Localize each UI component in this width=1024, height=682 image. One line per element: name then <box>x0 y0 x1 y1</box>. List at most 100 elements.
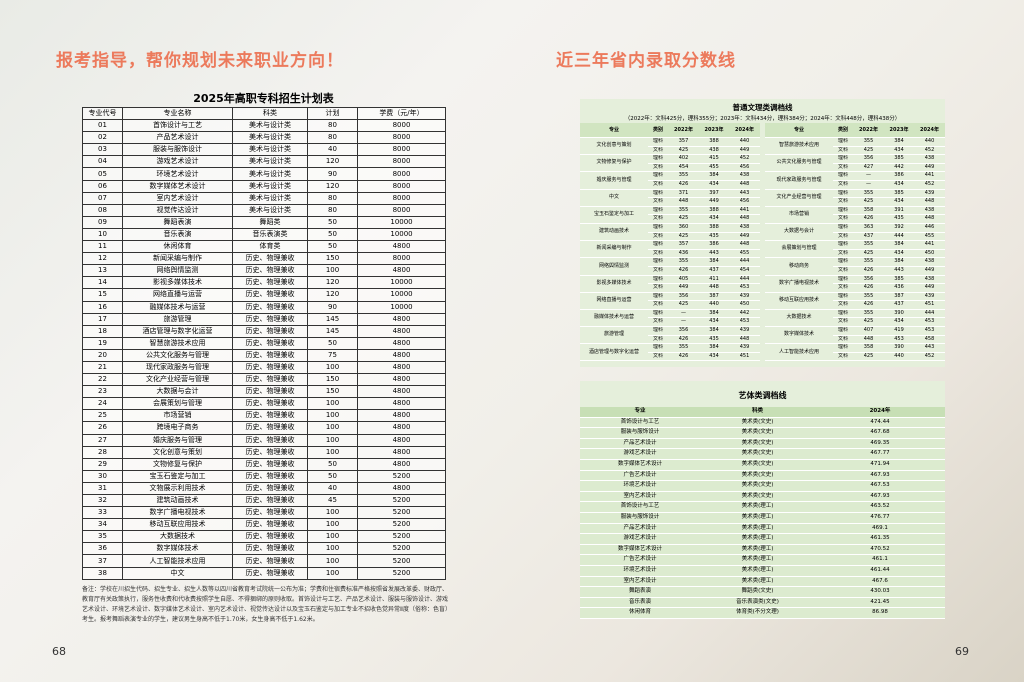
cell: 理科 <box>833 154 853 164</box>
cell: — <box>668 317 699 328</box>
table-row: 06 数字媒体艺术设计 美术与设计类 120 8000 <box>82 179 446 193</box>
cell: 历史、物理兼收 <box>232 481 308 496</box>
cell: — <box>668 309 699 319</box>
cell: 15 <box>82 288 123 302</box>
cell: 426 <box>853 300 884 310</box>
page-number: 68 <box>52 645 66 658</box>
cell: 美术类(理工) <box>700 523 815 535</box>
table-row: 29 文物修复与保护 历史、物理兼收 50 4800 <box>82 457 446 471</box>
cell: 385 <box>884 154 914 164</box>
cell: 舞蹈类(文史) <box>700 586 815 598</box>
table-row: 08 视觉传达设计 美术与设计类 80 8000 <box>82 203 446 217</box>
cell: 469.35 <box>815 438 945 450</box>
cell: 411 <box>699 275 729 285</box>
cell: 358 <box>853 343 884 353</box>
header-cell: 专业名称 <box>122 106 233 121</box>
cell: 公共文化服务与管理 <box>122 348 233 362</box>
cell: 100 <box>307 566 358 580</box>
major-cell: 数字广播电视技术 <box>765 275 833 293</box>
score-row: 文科 425 434 448 <box>765 197 945 207</box>
cell: 434 <box>699 180 729 190</box>
cell: 4800 <box>357 433 446 447</box>
cell: 美术类(文史) <box>700 470 815 482</box>
cell: 酒店管理与数字化运营 <box>122 324 233 338</box>
table-row: 32 建筑动画技术 历史、物理兼收 45 5200 <box>82 493 446 508</box>
cell: 454 <box>668 163 699 173</box>
table-row: 36 数字媒体技术 历史、物理兼收 100 5200 <box>82 542 446 556</box>
cell: 18 <box>82 324 123 338</box>
cell: 38 <box>82 566 123 580</box>
cell: 435 <box>699 232 729 242</box>
left-heading: 报考指导，帮你规划未来职业方向！ <box>56 51 344 71</box>
cell: 13 <box>82 264 123 278</box>
score-row: 人工智能技术应用 理科 358 390 443 <box>765 343 945 362</box>
score-row: 旅游管理 理科 356 384 439 <box>580 326 760 345</box>
cell: 5200 <box>357 506 446 520</box>
header-cell: 2022年 <box>668 123 699 138</box>
cell: 历史、物理兼收 <box>232 506 308 520</box>
cell: 35 <box>82 530 123 544</box>
cell: 美术与设计类 <box>232 179 308 193</box>
cell: 文科 <box>833 335 853 345</box>
cell: 建筑动画技术 <box>122 493 233 508</box>
score-row: 建筑动画技术 理科 360 388 438 <box>580 223 760 242</box>
cell: 服装与服饰设计 <box>580 427 700 439</box>
right-heading: 近三年省内录取分数线 <box>556 51 736 71</box>
cell: 22 <box>82 373 123 387</box>
cell: 4800 <box>357 360 446 375</box>
cell: 439 <box>729 326 760 336</box>
cell: 历史、物理兼收 <box>232 554 308 568</box>
cell: 443 <box>729 189 760 199</box>
cell: 434 <box>699 317 729 328</box>
cell: 历史、物理兼收 <box>232 288 308 302</box>
art-row: 广告艺术设计 美术类(文史) 467.93 <box>580 470 945 482</box>
cell: 文科 <box>833 352 853 362</box>
cell: 100 <box>307 433 358 447</box>
score-row: 大数据技术 理科 355 390 444 <box>765 309 945 328</box>
art-row: 数字媒体艺术设计 美术类(理工) 470.52 <box>580 544 945 556</box>
cell: 01 <box>82 119 123 133</box>
cell: 5200 <box>357 469 446 483</box>
cell: 历史、物理兼收 <box>232 409 308 423</box>
cell: 会展策划与管理 <box>122 397 233 411</box>
table-row: 15 网络直播与运营 历史、物理兼收 120 10000 <box>82 288 446 302</box>
cell: 31 <box>82 481 123 496</box>
cell: 461.35 <box>815 533 945 545</box>
art-row: 音乐表演 音乐表演类(文史) 421.45 <box>580 597 945 609</box>
cell: 理科 <box>648 275 668 285</box>
cell: 355 <box>668 206 699 216</box>
cell: 355 <box>668 257 699 267</box>
cell: 390 <box>884 343 914 353</box>
cell: 5200 <box>357 493 446 508</box>
cell: 384 <box>699 326 729 336</box>
cell: 443 <box>699 249 729 259</box>
cell: 439 <box>729 343 760 353</box>
cell: 美术与设计类 <box>232 167 308 181</box>
art-title: 艺体类调档线 <box>738 391 787 400</box>
cell: 理科 <box>648 189 668 199</box>
cell: 数字媒体艺术设计 <box>580 544 700 556</box>
art-row: 广告艺术设计 美术类(理工) 461.1 <box>580 554 945 566</box>
cell: 历史、物理兼收 <box>232 518 308 532</box>
header-cell: 2023年 <box>884 123 914 138</box>
cell: 4800 <box>357 421 446 435</box>
table-row: 18 酒店管理与数字化运营 历史、物理兼收 145 4800 <box>82 324 446 338</box>
header-cell: 类别 <box>833 123 853 138</box>
cell: 历史、物理兼收 <box>232 469 308 483</box>
cell: 456 <box>729 197 760 207</box>
cell: 439 <box>914 292 945 302</box>
cell: 444 <box>914 309 945 319</box>
major-cell: 网络直播与运营 <box>580 292 648 310</box>
cell: 04 <box>82 155 123 169</box>
cell: 100 <box>307 445 358 459</box>
cell: 美术类(文史) <box>700 427 815 439</box>
cell: 385 <box>884 189 914 199</box>
cell: 10000 <box>357 215 446 229</box>
cell: 8000 <box>357 143 446 157</box>
score-row: 文科 —434 453 <box>580 317 760 328</box>
cell: 444 <box>884 232 914 242</box>
cell: 455 <box>914 232 945 242</box>
cell: 438 <box>729 171 760 181</box>
score-row: 文科 426 435 448 <box>765 214 945 224</box>
note: 备注：学校在川招生代码、招生专业、招生人数等以四川省教育考试院统一公布为准；学费… <box>82 586 449 623</box>
